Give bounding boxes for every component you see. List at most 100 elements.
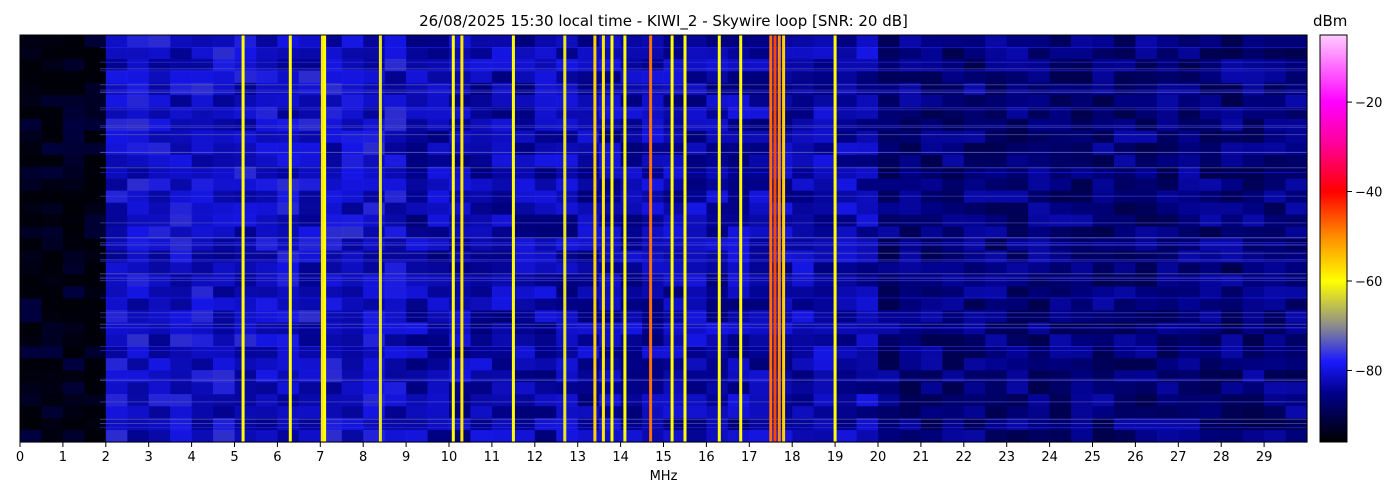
noise-cell — [556, 394, 579, 407]
noise-cell — [727, 202, 750, 216]
noise-cell — [1285, 190, 1308, 204]
noise-cell — [213, 118, 236, 132]
noise-cell — [341, 382, 364, 395]
noise-cell — [298, 118, 321, 132]
noise-cell — [84, 298, 107, 311]
noise-cell — [684, 406, 707, 419]
noise-cell — [513, 70, 536, 84]
noise-cell — [706, 406, 729, 419]
noise-cell — [1028, 334, 1051, 347]
noise-cell — [1092, 190, 1115, 204]
noise-cell — [792, 154, 815, 168]
noise-cell — [856, 130, 879, 144]
noise-cell — [749, 46, 772, 60]
noise-cell — [255, 154, 278, 168]
noise-cell — [942, 178, 965, 192]
noise-cell — [191, 106, 214, 120]
noise-cell — [170, 394, 193, 407]
noise-cell — [363, 334, 386, 347]
noise-cell — [1285, 70, 1308, 84]
noise-cell — [899, 214, 922, 228]
noise-cell — [41, 274, 64, 287]
noise-cell — [406, 358, 429, 371]
noise-cell — [427, 46, 450, 60]
noise-cell — [1135, 190, 1158, 204]
noise-cell — [513, 130, 536, 144]
noise-cell — [942, 334, 965, 347]
noise-cell — [813, 46, 836, 60]
noise-cell — [792, 226, 815, 240]
noise-cell — [62, 35, 85, 48]
noise-cell — [727, 154, 750, 168]
noise-cell — [298, 358, 321, 371]
noise-cell — [577, 46, 600, 60]
noise-cell — [148, 142, 171, 156]
noise-cell — [642, 286, 665, 299]
noise-cell — [856, 298, 879, 311]
noise-cell — [341, 94, 364, 108]
x-tick-label: 24 — [1041, 450, 1058, 465]
noise-cell — [20, 35, 43, 48]
noise-cell — [684, 358, 707, 371]
noise-cell — [663, 382, 686, 395]
noise-cell — [62, 334, 85, 347]
signal-line — [782, 35, 786, 442]
noise-cell — [642, 58, 665, 72]
noise-cell — [1242, 70, 1265, 84]
noise-cell — [835, 430, 858, 443]
noise-cell — [1156, 406, 1179, 419]
noise-cell — [556, 298, 579, 311]
noise-cell — [706, 262, 729, 276]
noise-cell — [556, 106, 579, 120]
noise-cell — [406, 106, 429, 120]
noise-cell — [749, 346, 772, 359]
noise-cell — [856, 202, 879, 216]
noise-cell — [105, 202, 128, 216]
noise-cell — [534, 118, 557, 132]
noise-cell — [1264, 382, 1287, 395]
noise-cell — [255, 262, 278, 276]
noise-cell — [513, 310, 536, 323]
noise-cell — [298, 430, 321, 443]
noise-cell — [920, 154, 943, 168]
noise-cell — [942, 358, 965, 371]
noise-cell — [191, 406, 214, 419]
noise-cell — [148, 286, 171, 299]
noise-cell — [127, 58, 150, 72]
noise-cell — [1285, 46, 1308, 60]
noise-cell — [427, 358, 450, 371]
noise-cell — [191, 35, 214, 48]
noise-cell — [213, 418, 236, 431]
noise-cell — [470, 94, 493, 108]
noise-cell — [727, 310, 750, 323]
noise-cell — [1006, 130, 1029, 144]
noise-cell — [298, 346, 321, 359]
noise-cell — [62, 166, 85, 180]
noise-cell — [255, 430, 278, 443]
noise-cell — [1264, 406, 1287, 419]
noise-cell — [41, 106, 64, 120]
noise-cell — [663, 286, 686, 299]
noise-cell — [835, 178, 858, 192]
noise-cell — [684, 130, 707, 144]
noise-cell — [470, 70, 493, 84]
noise-cell — [1264, 106, 1287, 120]
noise-cell — [363, 58, 386, 72]
noise-cell — [277, 35, 300, 48]
noise-cell — [255, 298, 278, 311]
noise-cell — [1092, 106, 1115, 120]
noise-cell — [577, 178, 600, 192]
noise-cell — [792, 334, 815, 347]
noise-cell — [1156, 346, 1179, 359]
noise-cell — [277, 310, 300, 323]
noise-cell — [856, 358, 879, 371]
noise-cell — [749, 130, 772, 144]
noise-cell — [127, 226, 150, 240]
noise-cell — [1221, 298, 1244, 311]
noise-cell — [384, 58, 407, 72]
noise-cell — [406, 262, 429, 276]
noise-cell — [1113, 178, 1136, 192]
noise-cell — [963, 154, 986, 168]
noise-cell — [920, 418, 943, 431]
